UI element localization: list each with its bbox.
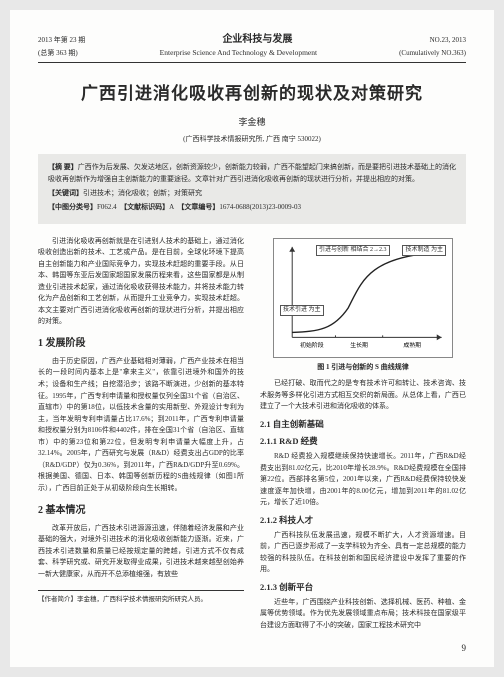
header-right-top: NO.23, 2013 xyxy=(430,35,466,46)
article-title: 广西引进消化吸收再创新的现状及对策研究 xyxy=(38,81,466,107)
clc-text: F062.4 xyxy=(97,203,117,211)
keywords-label: 【关键词】 xyxy=(48,189,83,197)
header-left-top: 2013 年第 23 期 xyxy=(38,35,85,46)
clc-label: 【中图分类号】 xyxy=(48,203,97,211)
doc-text: A xyxy=(169,203,174,211)
s-curve xyxy=(292,252,437,332)
section-2-1-1: 2.1.1 R&D 经费 xyxy=(260,435,466,448)
right-p3: 广西科技队伍发展迅速，规模不断扩大，人才资源增速。目前，广西已逐步形成了一支学科… xyxy=(260,530,466,576)
journal-header: 2013 年第 23 期 企业科技与发展 NO.23, 2013 (总第 363… xyxy=(38,32,466,63)
section-2-1-2: 2.1.2 科技人才 xyxy=(260,514,466,527)
section-2-para: 改革开放后，广西技术引进源源迅速，伴随着经济发展和产业基础的强大，对境外引进技术… xyxy=(38,523,244,581)
journal-name-en: Enterprise Science And Technology & Deve… xyxy=(160,47,317,58)
author: 李金穗 xyxy=(38,116,466,130)
svg-text:成熟期: 成熟期 xyxy=(403,341,421,349)
summary-text: 广西作为后发展、欠发达地区，创新资源较少，创新能力较弱，广西不能望起门来搞创新，… xyxy=(48,163,456,183)
header-right-bot: (Cumulatively NO.363) xyxy=(399,48,466,59)
section-2-1: 2.1 自主创新基础 xyxy=(260,418,466,431)
journal-name-cn: 企业科技与发展 xyxy=(222,32,292,47)
id-label: 【文章编号】 xyxy=(181,203,220,211)
abstract-block: 【摘 要】广西作为后发展、欠发达地区，创新资源较少，创新能力较弱，广西不能望起门… xyxy=(38,154,466,224)
section-2: 2 基本情况 xyxy=(38,503,244,518)
chart-box-3: 技术引进 为主 xyxy=(280,305,324,316)
author-footnote: 【作者简介】李金穗，广西科学技术情报研究所研究人员。 xyxy=(38,590,244,605)
chart-box-2: 技术制造 为主 xyxy=(402,245,446,256)
section-2-1-3: 2.1.3 创新平台 xyxy=(260,581,466,594)
svg-text:初始阶段: 初始阶段 xyxy=(300,341,324,349)
section-1: 1 发展阶段 xyxy=(38,336,244,351)
keywords-text: 引进技术；消化吸收；创新；对策研究 xyxy=(83,189,202,197)
id-text: 1674-0688(2013)23-0009-03 xyxy=(219,203,301,211)
doc-label: 【文献标识码】 xyxy=(124,203,170,211)
s-curve-chart: 初始阶段 生长期 成熟期 引进与创新 相结合 2→2.3 技术制造 为主 技术引… xyxy=(273,238,453,358)
header-left-bot: (总第 363 期) xyxy=(38,48,78,59)
chart-caption: 图 1 引进与创新的 S 曲线规律 xyxy=(260,362,466,373)
svg-text:生长期: 生长期 xyxy=(350,341,368,349)
right-p4: 近些年，广西围绕产业科技创新、选择机械、医药、种植、金属等优势领域。作为优先发展… xyxy=(260,597,466,632)
left-column: 引进消化吸收再创新就是在引进别人技术的基础上，通过消化吸收创造出新的技术、工艺或… xyxy=(38,236,244,634)
right-column: 初始阶段 生长期 成熟期 引进与创新 相结合 2→2.3 技术制造 为主 技术引… xyxy=(260,236,466,634)
summary-label: 【摘 要】 xyxy=(48,163,78,171)
affiliation: (广西科学技术情报研究所, 广西 南宁 530022) xyxy=(38,134,466,145)
section-1-para: 由于历史原因，广西产业基础相对薄弱，广西产业技术在相当长的一段时间内基本上是"拿… xyxy=(38,356,244,495)
chart-box-1: 引进与创新 相结合 2→2.3 xyxy=(316,245,390,256)
right-p2: R&D 经费投入规模继续保持快速增长。2011年，广西R&D经费支出到81.02… xyxy=(260,451,466,509)
right-p1: 已经打破、取而代之的是专有技术许可和转让、技术咨询、技术服务等多样化引进方式相互… xyxy=(260,378,466,413)
intro-para: 引进消化吸收再创新就是在引进别人技术的基础上，通过消化吸收创造出新的技术、工艺或… xyxy=(38,236,244,328)
page-number: 9 xyxy=(462,642,467,656)
